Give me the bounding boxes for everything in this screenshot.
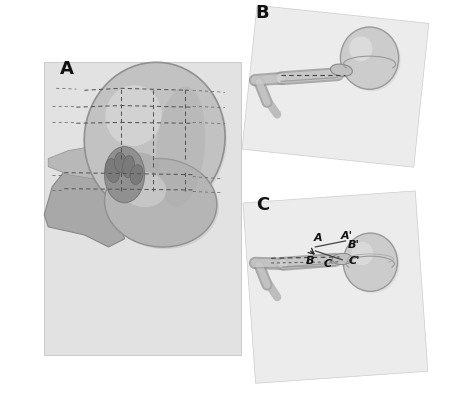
- Ellipse shape: [332, 253, 352, 265]
- Ellipse shape: [349, 36, 373, 61]
- Text: A': A': [341, 231, 353, 241]
- Ellipse shape: [121, 172, 166, 207]
- Text: C: C: [256, 196, 270, 213]
- Ellipse shape: [343, 233, 398, 291]
- Ellipse shape: [84, 62, 225, 215]
- Ellipse shape: [340, 27, 399, 89]
- Text: B': B': [347, 240, 359, 250]
- Ellipse shape: [105, 158, 217, 247]
- FancyBboxPatch shape: [44, 62, 241, 355]
- Ellipse shape: [351, 242, 373, 265]
- Text: A: A: [313, 233, 322, 243]
- Text: A: A: [60, 60, 74, 78]
- Ellipse shape: [345, 235, 400, 293]
- Ellipse shape: [122, 155, 135, 178]
- Polygon shape: [48, 146, 137, 179]
- Ellipse shape: [118, 153, 159, 181]
- Ellipse shape: [107, 160, 219, 249]
- Ellipse shape: [156, 86, 205, 207]
- Polygon shape: [243, 191, 428, 383]
- Text: B: B: [255, 4, 269, 22]
- Ellipse shape: [130, 165, 143, 184]
- Ellipse shape: [105, 85, 162, 146]
- Polygon shape: [44, 159, 125, 247]
- Ellipse shape: [114, 153, 127, 173]
- Ellipse shape: [105, 159, 120, 182]
- Text: C': C': [349, 256, 360, 266]
- Text: C: C: [323, 259, 331, 269]
- Ellipse shape: [342, 29, 401, 91]
- Ellipse shape: [104, 146, 145, 203]
- Ellipse shape: [86, 64, 227, 217]
- Ellipse shape: [330, 64, 352, 76]
- Text: B: B: [305, 256, 314, 266]
- Polygon shape: [242, 5, 429, 167]
